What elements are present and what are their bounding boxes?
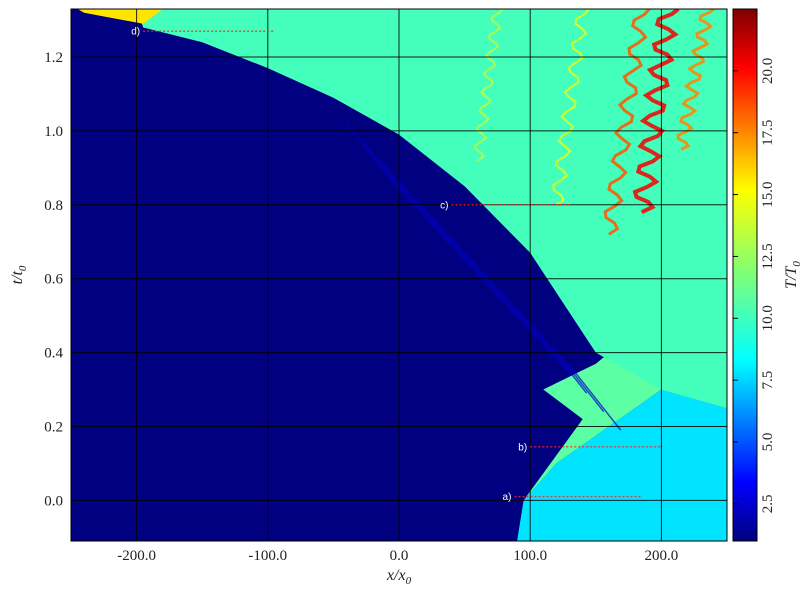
x-axis-label: x/x0 xyxy=(386,567,412,587)
front-streak xyxy=(397,178,451,246)
colorbar-tick-label: 17.5 xyxy=(760,120,776,146)
annotation-label: d) xyxy=(131,27,140,38)
annotation-label: c) xyxy=(440,200,448,211)
y-tick-label: 1.2 xyxy=(44,50,63,66)
colorbar-tick-label: 2.5 xyxy=(760,495,776,514)
x-tick-label: 200.0 xyxy=(645,548,679,564)
annotation-label: b) xyxy=(518,442,527,453)
x-axis-ticks: -200.0 -100.0 0.0 100.0 200.0 xyxy=(117,548,678,564)
front-streak xyxy=(448,233,502,302)
front-streak xyxy=(533,326,588,394)
y-tick-label: 0.2 xyxy=(44,419,63,435)
y-axis-label: t/t0 xyxy=(9,265,29,284)
region-shocked-lower-right xyxy=(517,389,727,541)
colorbar-tick-label: 7.5 xyxy=(760,371,776,390)
front-streak xyxy=(380,160,434,228)
front-streak xyxy=(550,344,605,413)
region-hot-corner xyxy=(77,9,163,24)
colorbar-tick-label: 12.5 xyxy=(760,243,776,269)
colorbar-label: T/T0 xyxy=(783,261,803,289)
annotation-layer: a) b) c) d) xyxy=(131,27,662,503)
plot-frame xyxy=(70,8,728,542)
colorbar-tick-label: 10.0 xyxy=(760,305,776,331)
hot-filament xyxy=(474,9,504,162)
hot-filament xyxy=(552,9,590,206)
colorbar-gradient xyxy=(732,8,758,542)
y-tick-label: 0.6 xyxy=(44,272,63,288)
y-tick-label: 0.4 xyxy=(44,346,63,362)
region-upper-turbulent xyxy=(136,9,727,408)
colorbar-tick-label: 20.0 xyxy=(760,58,776,84)
front-streak xyxy=(499,289,554,357)
front-streak xyxy=(431,215,485,283)
front-streak xyxy=(482,270,537,339)
colorbar-tick-label: 15.0 xyxy=(760,181,776,207)
hot-filament xyxy=(603,9,651,236)
hot-filament xyxy=(676,9,715,151)
front-streak xyxy=(362,141,417,209)
x-tick-label: -200.0 xyxy=(117,548,156,564)
front-streak xyxy=(567,363,622,431)
x-tick-label: -100.0 xyxy=(248,548,287,564)
x-tick-label: 0.0 xyxy=(390,548,409,564)
y-tick-label: 0.8 xyxy=(44,198,63,214)
colorbar: 2.5 5.0 7.5 10.0 12.5 15.0 17.5 20.0 xyxy=(732,8,776,542)
x-tick-label: 100.0 xyxy=(513,548,547,564)
y-tick-label: 0.0 xyxy=(44,493,63,509)
hot-filament xyxy=(632,9,680,215)
y-tick-label: 1.0 xyxy=(44,124,63,140)
colorbar-tick-label: 5.0 xyxy=(760,433,776,452)
front-streak xyxy=(414,196,468,265)
front-streak xyxy=(345,123,400,191)
annotation-label: a) xyxy=(503,492,512,503)
colorbar-ticks: 2.5 5.0 7.5 10.0 12.5 15.0 17.5 20.0 xyxy=(733,58,776,514)
front-streak xyxy=(465,252,519,320)
y-axis-ticks: 0.0 0.2 0.4 0.6 0.8 1.0 1.2 xyxy=(44,50,63,509)
grid-lines xyxy=(71,9,727,541)
front-streak xyxy=(516,307,571,376)
